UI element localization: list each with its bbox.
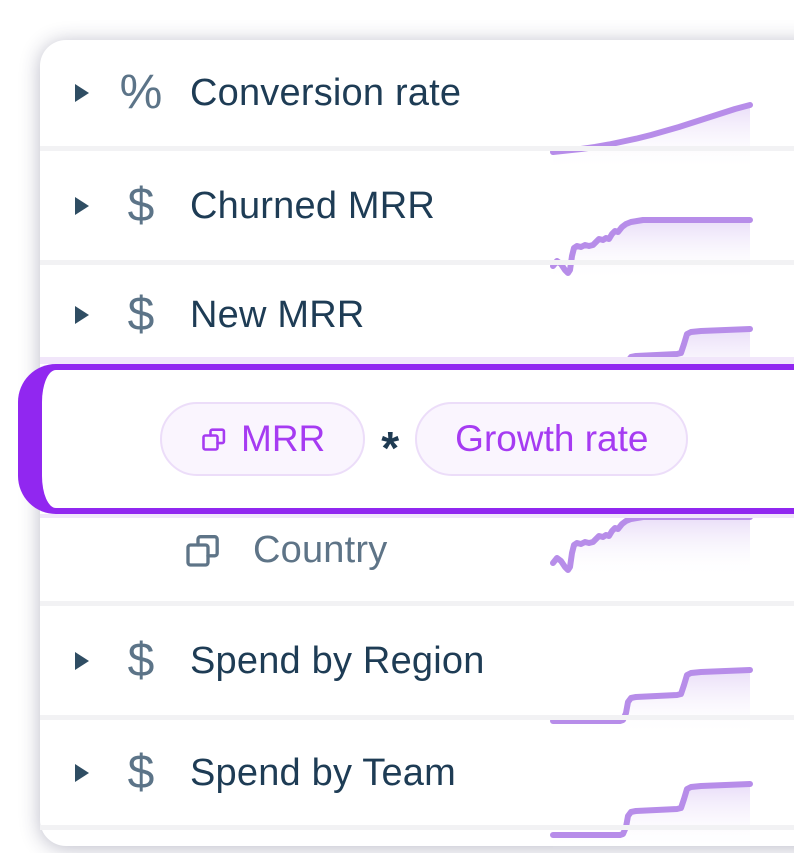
row-separator <box>40 715 794 720</box>
expand-caret-icon[interactable] <box>75 306 89 324</box>
metric-label: Churned MRR <box>190 184 436 227</box>
formula-editor[interactable]: MRR * Growth rate <box>18 364 794 514</box>
list-item-spend-by-region[interactable]: $ Spend by Region <box>40 606 794 715</box>
list-item-conversion-rate[interactable]: % Conversion rate <box>40 40 794 146</box>
selection-stripe <box>40 514 794 518</box>
formula-operand-chip-growth-rate[interactable]: Growth rate <box>415 402 689 476</box>
formula-operand-chip-mrr[interactable]: MRR <box>160 402 366 476</box>
percent-icon: % <box>119 66 163 119</box>
row-separator <box>40 601 794 606</box>
list-item-country[interactable]: Country <box>40 524 794 601</box>
dollar-icon: $ <box>127 633 155 687</box>
copy-icon <box>202 428 226 451</box>
formula-operator: * <box>381 422 400 474</box>
dollar-icon: $ <box>127 288 155 341</box>
selection-stripe <box>40 357 794 364</box>
expand-caret-icon[interactable] <box>75 84 89 102</box>
dimension-label: Country <box>253 528 388 571</box>
metric-label: Spend by Region <box>190 639 485 682</box>
list-item-spend-by-team[interactable]: $ Spend by Team <box>40 720 794 825</box>
dollar-icon: $ <box>127 178 155 232</box>
dollar-icon: $ <box>127 745 155 799</box>
expand-caret-icon[interactable] <box>75 651 89 670</box>
expand-caret-icon[interactable] <box>75 196 89 215</box>
chip-label: MRR <box>241 418 326 459</box>
list-item-new-mrr[interactable]: $ New MRR <box>40 265 794 365</box>
expand-caret-icon[interactable] <box>75 763 89 782</box>
list-item-churned-mrr[interactable]: $ Churned MRR <box>40 151 794 260</box>
copy-icon <box>186 534 219 567</box>
row-separator <box>40 825 794 830</box>
metric-label: New MRR <box>190 294 365 336</box>
row-separator <box>40 146 794 151</box>
metric-label: Spend by Team <box>190 751 456 794</box>
metric-label: Conversion rate <box>190 72 462 114</box>
chip-label: Growth rate <box>455 418 649 459</box>
row-separator <box>40 260 794 265</box>
